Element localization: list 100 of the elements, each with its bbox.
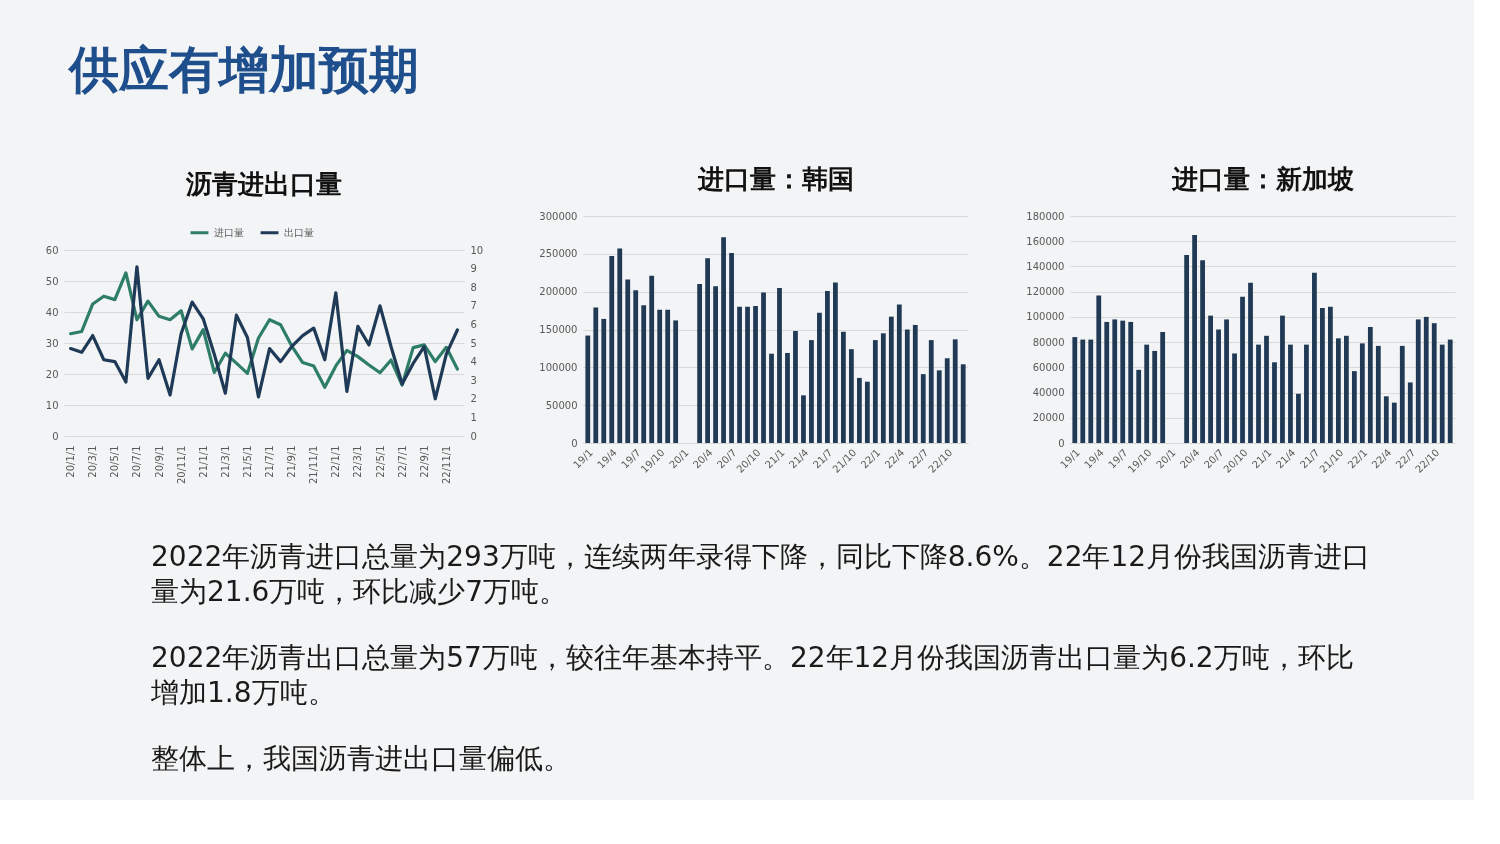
- bar: [1144, 344, 1150, 443]
- bar: [848, 349, 854, 443]
- text: 2022年沥青出口总量为57万吨，较往年基本持平。22年12月份我国沥青出口量为6.2万吨，环比增加1.8万吨。: [150, 641, 1354, 709]
- bar: [1264, 335, 1269, 443]
- bar: [801, 395, 806, 443]
- bar: [641, 305, 647, 443]
- bar: [1080, 339, 1086, 443]
- bar: [593, 307, 599, 443]
- bar: [1112, 319, 1118, 443]
- y-tick-label: 0: [52, 430, 59, 442]
- bar: [657, 309, 663, 443]
- y-tick-label: 300000: [539, 210, 578, 222]
- bar: [912, 324, 918, 443]
- bar: [1431, 323, 1437, 443]
- bar: [825, 290, 830, 443]
- x-tick-label: 22/1/1: [330, 445, 342, 478]
- y-tick-label: 40: [45, 306, 59, 318]
- bar: [1304, 344, 1309, 443]
- x-tick-label: 22/9/1: [418, 445, 430, 478]
- x-tick-label: 22/3/1: [352, 445, 364, 478]
- bar: [1343, 335, 1349, 443]
- bar: [1104, 321, 1110, 443]
- x-tick-label: 20/3/1: [87, 445, 99, 478]
- bar: [1232, 353, 1237, 443]
- x-tick-label: 21/7/1: [264, 445, 276, 478]
- y-tick-label: 10: [45, 399, 59, 411]
- bar: [729, 253, 734, 443]
- chart-title: 沥青进出口量: [185, 169, 342, 199]
- bar: [1391, 402, 1397, 443]
- bar: [1359, 343, 1365, 443]
- bar: [952, 339, 958, 443]
- bar: [753, 306, 758, 443]
- bar: [777, 287, 782, 443]
- bar: [817, 312, 822, 443]
- bar: [841, 331, 846, 443]
- bar: [769, 353, 774, 443]
- bar: [1375, 345, 1381, 443]
- bar: [1407, 382, 1413, 443]
- bar: [601, 318, 607, 443]
- bar: [1128, 321, 1134, 443]
- y2-tick-label: 0: [470, 430, 477, 442]
- y-tick-label: 100000: [1026, 311, 1065, 323]
- y-tick-label: 0: [1058, 437, 1065, 449]
- x-tick-label: 20/5/1: [109, 445, 121, 478]
- bar: [944, 358, 950, 443]
- y-tick-label: 50: [45, 275, 59, 287]
- y-tick-label: 100000: [539, 361, 578, 373]
- bar: [960, 364, 966, 443]
- bar: [1272, 362, 1277, 443]
- bar: [1160, 332, 1166, 443]
- x-tick-label: 21/11/1: [308, 445, 320, 485]
- bar: [1423, 316, 1429, 443]
- bar: [1439, 344, 1445, 443]
- y-tick-label: 50000: [545, 399, 578, 411]
- bar: [1447, 339, 1453, 443]
- bar: [1224, 319, 1229, 443]
- y-tick-label: 180000: [1026, 210, 1065, 222]
- x-tick-label: 22/7/1: [396, 445, 408, 478]
- bar: [1312, 272, 1317, 443]
- x-tick-label: 22/11/1: [440, 445, 452, 485]
- bar: [904, 329, 910, 443]
- bar: [856, 377, 862, 443]
- y-tick-label: 120000: [1026, 286, 1065, 298]
- bar: [1351, 371, 1357, 443]
- bar: [721, 237, 726, 443]
- y2-tick-label: 10: [470, 244, 484, 256]
- y-tick-label: 250000: [539, 248, 578, 260]
- bar: [896, 304, 902, 443]
- bar: [585, 335, 591, 443]
- bar: [1088, 339, 1094, 443]
- x-tick-label: 21/9/1: [286, 445, 298, 478]
- bar: [673, 320, 679, 443]
- bar: [1415, 319, 1421, 443]
- bar: [1240, 296, 1245, 443]
- bar: [1120, 320, 1126, 443]
- y-tick-label: 80000: [1032, 336, 1065, 348]
- bar: [1320, 308, 1325, 443]
- bar: [809, 340, 814, 443]
- bar: [928, 340, 934, 443]
- bar: [833, 282, 838, 443]
- y-tick-label: 20000: [1032, 412, 1065, 424]
- y-tick-label: 60000: [1032, 361, 1065, 373]
- legend-label: 出口量: [284, 226, 314, 238]
- y-tick-label: 140000: [1026, 260, 1065, 272]
- bar: [1367, 326, 1373, 443]
- bar: [1248, 282, 1253, 443]
- bar: [1288, 344, 1293, 443]
- bar: [1383, 396, 1389, 443]
- y2-tick-label: 9: [470, 263, 477, 275]
- y-tick-label: 20: [45, 368, 59, 380]
- bar: [872, 340, 878, 443]
- legend-label: 进口量: [214, 226, 244, 238]
- bar: [1096, 295, 1102, 443]
- bar: [633, 290, 639, 443]
- text: 整体上，我国沥青进出口量偏低。: [151, 742, 571, 775]
- y2-tick-label: 4: [470, 356, 477, 368]
- bar: [1216, 329, 1221, 443]
- y2-tick-label: 2: [470, 393, 477, 405]
- y2-tick-label: 6: [470, 318, 477, 330]
- bar: [745, 306, 750, 443]
